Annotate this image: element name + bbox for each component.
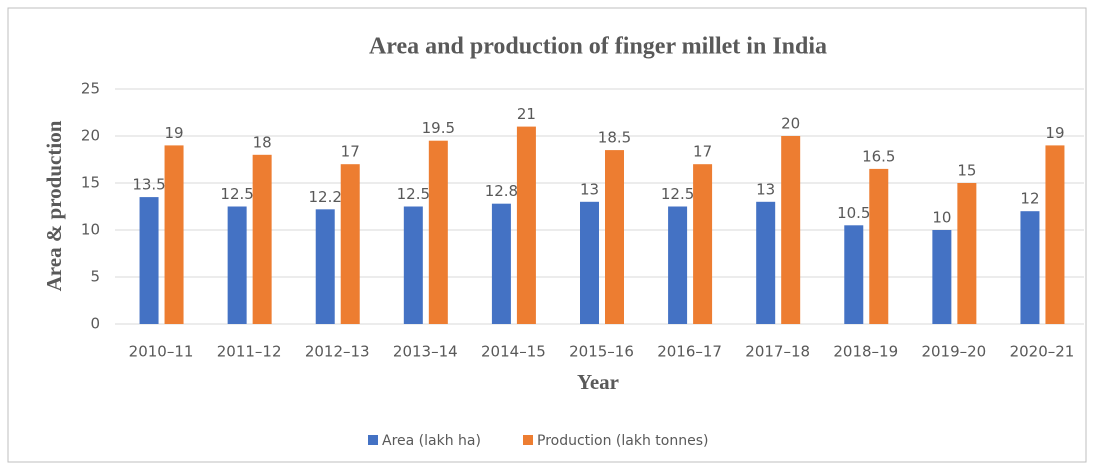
bar: [869, 168, 889, 324]
bar: [580, 201, 599, 324]
data-label: 12.5: [397, 185, 430, 203]
data-label: 20: [781, 115, 800, 133]
data-label: 21: [517, 105, 536, 123]
legend-label: Production (lakh tonnes): [537, 433, 708, 449]
bar: [693, 164, 713, 324]
bar: [139, 197, 159, 324]
data-label: 12.8: [485, 182, 518, 200]
bar: [315, 209, 335, 324]
bar: [756, 201, 776, 324]
x-tick-label: 2017–18: [745, 343, 810, 361]
bar: [491, 203, 511, 324]
x-tick-label: 2014–15: [481, 343, 546, 361]
legend-swatch: [523, 435, 533, 445]
bar: [1045, 145, 1065, 324]
bar: [516, 126, 536, 324]
x-tick-label: 2018–19: [833, 343, 898, 361]
x-axis-label: Year: [577, 370, 619, 394]
bar: [252, 154, 272, 324]
x-tick-label: 2010–11: [129, 343, 194, 361]
legend-label: Area (lakh ha): [382, 433, 481, 449]
x-tick-label: 2019–20: [921, 343, 986, 361]
y-tick-label: 15: [81, 174, 100, 192]
data-label: 17: [341, 143, 360, 161]
x-tick-label: 2011–12: [217, 343, 282, 361]
data-label: 12.2: [309, 188, 342, 206]
bar: [340, 164, 360, 324]
data-label: 19: [164, 124, 183, 142]
data-label: 13: [756, 180, 775, 198]
data-label: 15: [957, 162, 976, 180]
bar: [403, 206, 423, 324]
data-label: 13.5: [132, 176, 165, 194]
x-tick-label: 2020–21: [1010, 343, 1075, 361]
x-tick-label: 2013–14: [393, 343, 458, 361]
bar: [227, 206, 247, 324]
bar: [957, 183, 977, 324]
y-tick-label: 20: [81, 127, 100, 145]
y-axis-label: Area & production: [42, 120, 66, 291]
bar: [1020, 211, 1040, 324]
data-label: 12: [1020, 190, 1039, 208]
bar: [164, 145, 184, 324]
bar: [428, 140, 448, 324]
bar: [605, 150, 624, 324]
bar: [932, 230, 952, 324]
data-label: 19.5: [422, 119, 455, 137]
bar: [781, 136, 801, 324]
legend-swatch: [368, 435, 378, 445]
data-label: 10: [932, 209, 951, 227]
y-tick-label: 25: [81, 80, 100, 98]
y-tick-label: 0: [90, 315, 100, 333]
x-tick-label: 2016–17: [657, 343, 722, 361]
bar: [844, 225, 864, 324]
x-tick-label: 2012–13: [305, 343, 370, 361]
data-label: 18: [253, 133, 272, 151]
data-label: 17: [693, 143, 712, 161]
chart-border: [7, 7, 1087, 463]
data-label: 18.5: [598, 129, 631, 147]
data-label: 12.5: [220, 185, 253, 203]
data-label: 13: [580, 180, 599, 198]
data-label: 12.5: [661, 185, 694, 203]
data-label: 19: [1045, 124, 1064, 142]
data-label: 16.5: [862, 147, 895, 165]
bar: [668, 206, 688, 324]
y-tick-label: 10: [81, 221, 100, 239]
x-tick-label: 2015–16: [569, 343, 634, 361]
y-tick-label: 5: [90, 268, 100, 286]
data-label: 10.5: [837, 204, 870, 222]
chart-title: Area and production of finger millet in …: [369, 34, 827, 60]
